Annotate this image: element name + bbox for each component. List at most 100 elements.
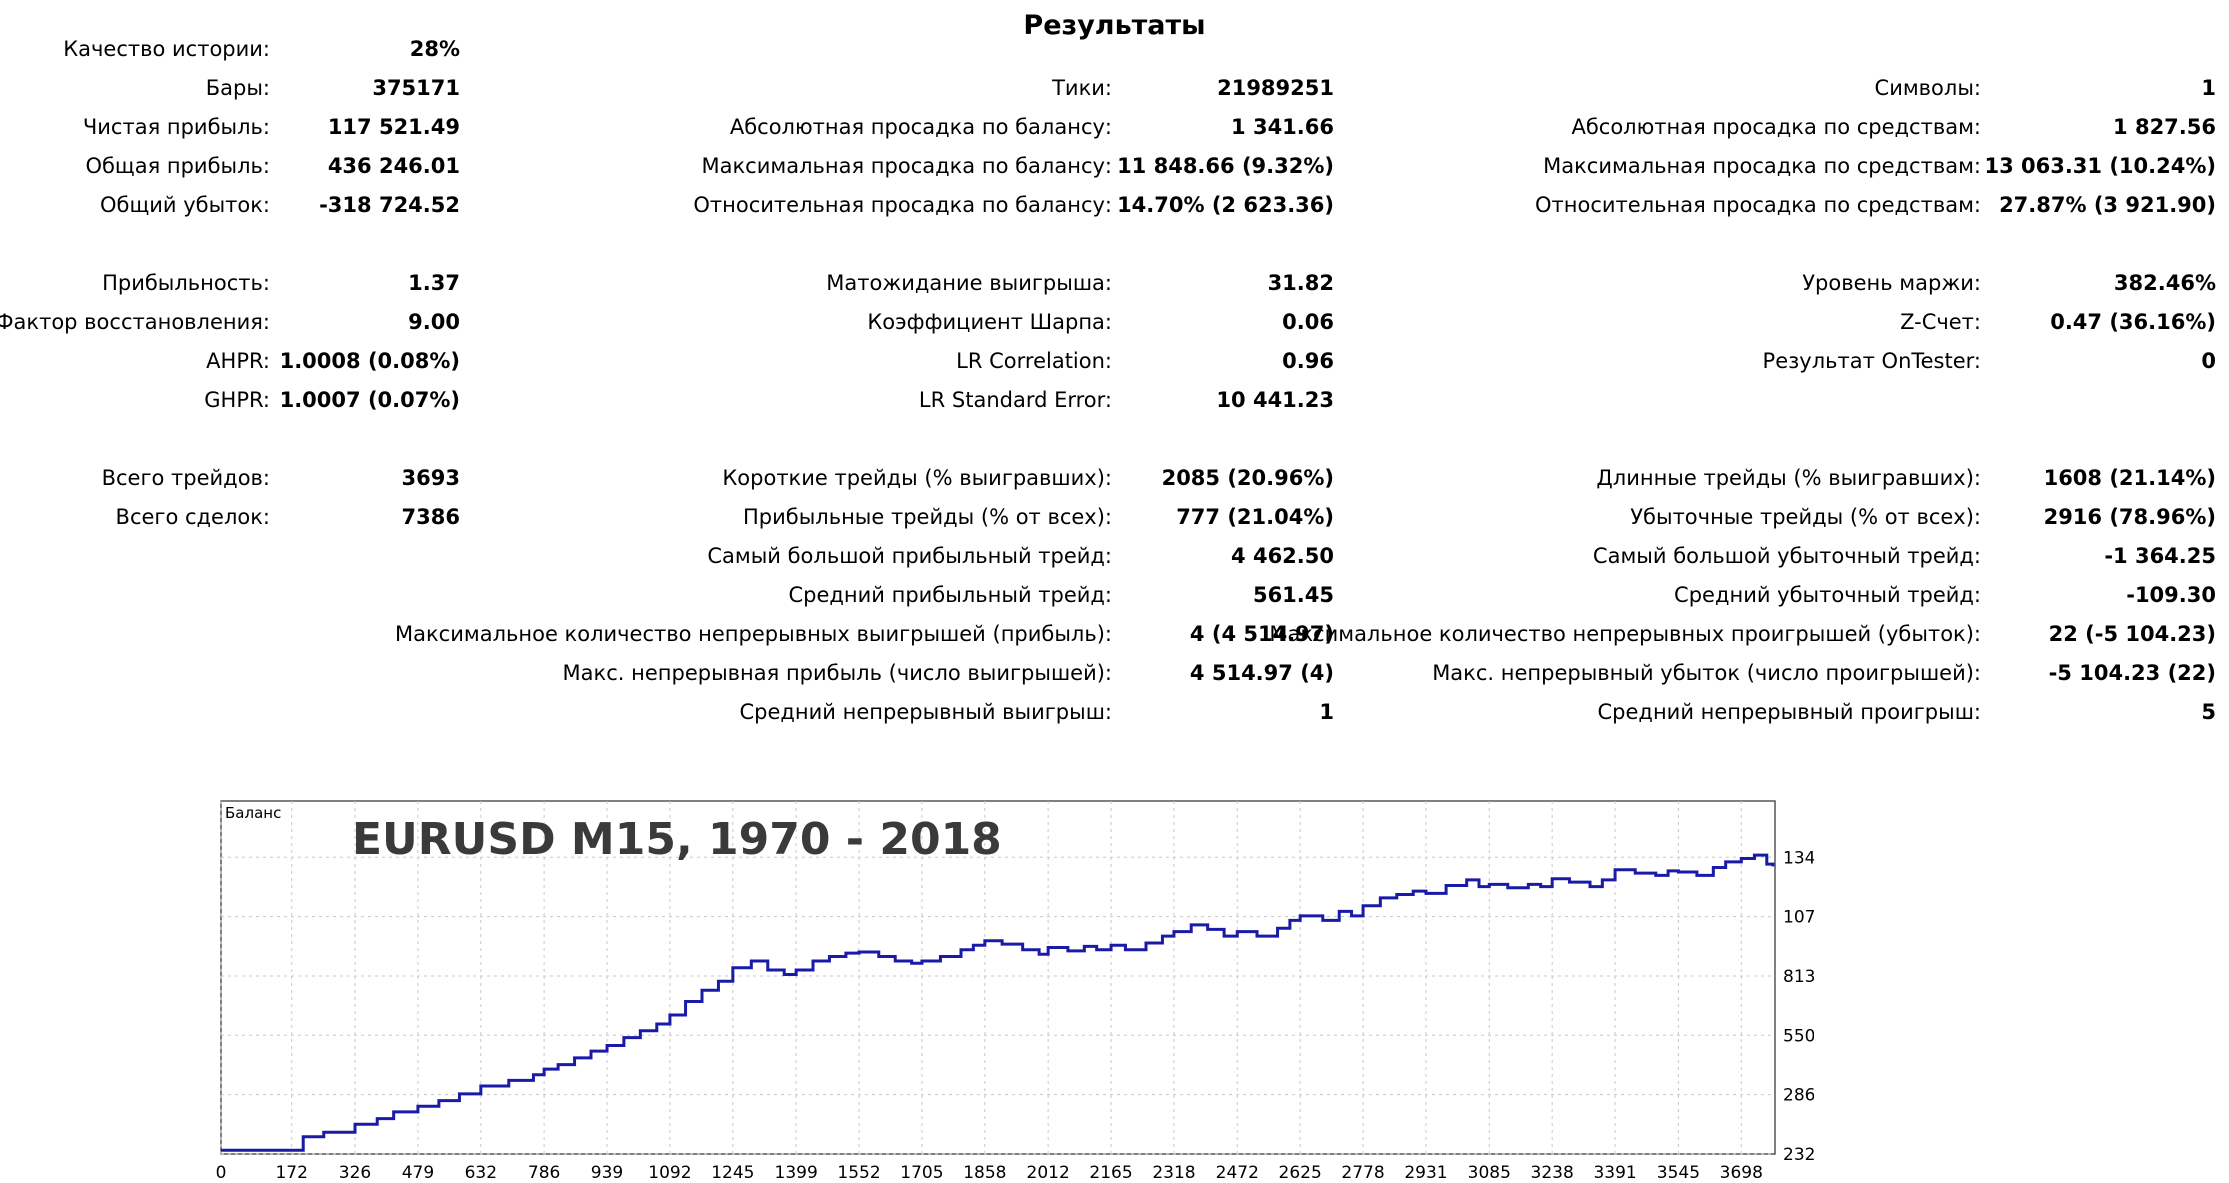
stat-label: Символы: (1874, 76, 1981, 100)
stat-label: Самый большой убыточный трейд: (1592, 544, 1981, 568)
stat-label: Бары: (205, 76, 270, 100)
balance-line (221, 853, 1775, 1152)
stat-value: 0.96 (1282, 349, 1334, 373)
stat-value: 0.06 (1282, 310, 1334, 334)
stat-value: 0.47 (36.16%) (2050, 310, 2216, 334)
stat-value: 27.87% (3 921.90) (1999, 193, 2216, 217)
stat-value: 1.37 (408, 271, 460, 295)
y-axis: 2323 28665 55007 81349 107691 134033 (1783, 848, 1814, 1165)
stat-value: 1608 (21.14%) (2043, 466, 2216, 490)
stat-value: 382.46% (2113, 271, 2216, 295)
stat-value: 1 (1319, 700, 1334, 724)
x-tick-label: 2165 (1089, 1163, 1132, 1183)
balance-chart: 2323 28665 55007 81349 107691 134033 0 172 326 4… (214, 792, 1814, 1183)
stat-value: 22 (-5 104.23) (2048, 622, 2216, 646)
stat-label: Длинные трейды (% выигравших): (1596, 466, 1981, 490)
y-tick-label: 55007 (1783, 1026, 1814, 1046)
stat-label: Средний прибыльный трейд: (788, 583, 1112, 607)
x-tick-label: 1245 (711, 1163, 754, 1183)
x-tick-label: 632 (465, 1163, 497, 1183)
stat-label: Самый большой прибыльный трейд: (707, 544, 1112, 568)
stat-value: 11 848.66 (9.32%) (1117, 154, 1334, 178)
x-tick-label: 0 (216, 1163, 227, 1183)
stat-label: LR Correlation: (956, 349, 1112, 373)
stat-value: 4 514.97 (4) (1189, 661, 1334, 685)
stat-label: AHPR: (206, 349, 270, 373)
stat-label: Макс. непрерывная прибыль (число выигрыш… (562, 661, 1112, 685)
x-tick-label: 1399 (775, 1163, 818, 1183)
stat-value: 0 (2201, 349, 2216, 373)
x-tick-label: 2931 (1404, 1163, 1447, 1183)
stat-label: Средний непрерывный выигрыш: (739, 700, 1112, 724)
stat-label: Абсолютная просадка по средствам: (1571, 115, 1981, 139)
stat-label: Всего сделок: (115, 505, 270, 529)
x-tick-label: 1092 (648, 1163, 691, 1183)
stat-label: GHPR: (204, 388, 270, 412)
stat-value: 10 441.23 (1216, 388, 1334, 412)
x-tick-label: 939 (591, 1163, 623, 1183)
stat-value: 13 063.31 (10.24%) (1984, 154, 2216, 178)
x-tick-label: 1552 (837, 1163, 880, 1183)
stat-label: Качество истории: (63, 37, 270, 61)
chart-overlay-title: EURUSD M15, 1970 - 2018 (352, 814, 1002, 865)
x-tick-label: 2472 (1216, 1163, 1259, 1183)
stat-label: Макс. непрерывный убыток (число проигрыш… (1432, 661, 1981, 685)
x-tick-label: 479 (402, 1163, 434, 1183)
stat-value: 777 (21.04%) (1176, 505, 1334, 529)
x-tick-label: 2625 (1279, 1163, 1322, 1183)
y-tick-label: 134033 (1783, 848, 1814, 868)
stat-label: Прибыльность: (102, 271, 270, 295)
stat-label: Максимальное количество непрерывных прои… (1269, 622, 1981, 646)
x-tick-label: 1705 (900, 1163, 943, 1183)
stat-label: Средний непрерывный проигрыш: (1597, 700, 1981, 724)
stat-value: 1.0007 (0.07%) (279, 388, 460, 412)
x-tick-label: 3391 (1593, 1163, 1636, 1183)
stat-value: 2085 (20.96%) (1161, 466, 1334, 490)
balance-chart-svg: 2323 28665 55007 81349 107691 134033 0 172 326 4… (216, 800, 1814, 1183)
stat-label: Общая прибыль: (85, 154, 270, 178)
stat-value: 1 341.66 (1231, 115, 1334, 139)
stat-value: 28% (409, 37, 460, 61)
x-tick-label: 786 (528, 1163, 560, 1183)
stat-value: -5 104.23 (22) (2048, 661, 2216, 685)
x-tick-label: 3698 (1720, 1163, 1763, 1183)
stat-label: Короткие трейды (% выигравших): (722, 466, 1112, 490)
stat-label: Средний убыточный трейд: (1674, 583, 1981, 607)
report-title: Результаты (1023, 10, 1206, 41)
stat-value: 4 462.50 (1231, 544, 1334, 568)
x-axis: 0 172 326 479 632 786 939 1092 1245 1399 1552 1705 1… (216, 1163, 1763, 1183)
series-label: Баланс (225, 804, 281, 822)
stat-value: -109.30 (2126, 583, 2216, 607)
stat-label: Максимальная просадка по средствам: (1543, 154, 1981, 178)
stat-value: 375171 (372, 76, 460, 100)
stat-value: 436 246.01 (327, 154, 460, 178)
stat-label: Убыточные трейды (% от всех): (1630, 505, 1981, 529)
stat-value: 561.45 (1252, 583, 1334, 607)
stat-label: Матожидание выигрыша: (826, 271, 1112, 295)
stat-label: Уровень маржи: (1802, 271, 1981, 295)
x-tick-label: 3545 (1657, 1163, 1700, 1183)
stat-label: LR Standard Error: (918, 388, 1112, 412)
y-tick-label: 81349 (1783, 967, 1814, 987)
x-tick-label: 172 (275, 1163, 307, 1183)
x-tick-label: 326 (339, 1163, 371, 1183)
stat-label: Прибыльные трейды (% от всех): (742, 505, 1112, 529)
stat-label: Чистая прибыль: (82, 115, 270, 139)
y-tick-label: 107691 (1783, 908, 1814, 928)
stat-value: 3693 (401, 466, 460, 490)
stat-value: 1 827.56 (2113, 115, 2216, 139)
stat-value: 14.70% (2 623.36) (1117, 193, 1334, 217)
stat-value: 1 (2201, 76, 2216, 100)
stat-value: 2916 (78.96%) (2043, 505, 2216, 529)
stat-label: Коэффициент Шарпа: (867, 310, 1112, 334)
x-tick-label: 2012 (1027, 1163, 1070, 1183)
stat-value: 117 521.49 (327, 115, 460, 139)
stat-label: Фактор восстановления: (0, 310, 270, 334)
chart-grid (220, 801, 1775, 1155)
stat-value: 1.0008 (0.08%) (279, 349, 460, 373)
stat-value: 4 (4 514.97) (1189, 622, 1334, 646)
stat-label: Тики: (1052, 76, 1112, 100)
stat-value: 7386 (401, 505, 460, 529)
stat-value: 31.82 (1267, 271, 1334, 295)
stat-label: Относительная просадка по балансу: (693, 193, 1112, 217)
